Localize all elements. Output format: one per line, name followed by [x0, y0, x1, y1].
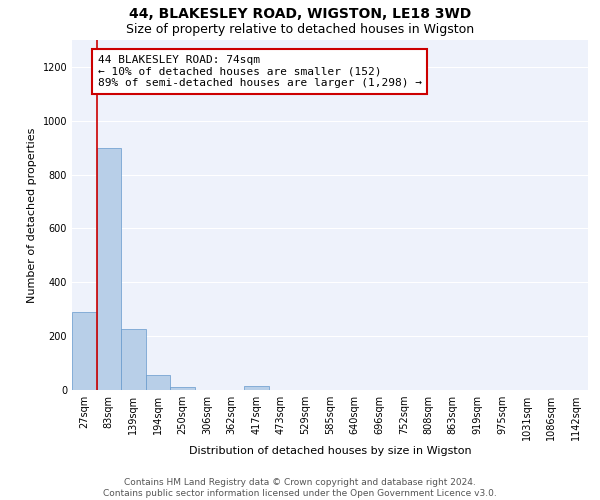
Bar	[97, 148, 121, 390]
Text: Contains HM Land Registry data © Crown copyright and database right 2024.
Contai: Contains HM Land Registry data © Crown c…	[103, 478, 497, 498]
Text: Size of property relative to detached houses in Wigston: Size of property relative to detached ho…	[126, 22, 474, 36]
Text: 44 BLAKESLEY ROAD: 74sqm
← 10% of detached houses are smaller (152)
89% of semi-: 44 BLAKESLEY ROAD: 74sqm ← 10% of detach…	[98, 55, 422, 88]
Text: 44, BLAKESLEY ROAD, WIGSTON, LE18 3WD: 44, BLAKESLEY ROAD, WIGSTON, LE18 3WD	[129, 8, 471, 22]
Bar	[121, 330, 146, 390]
Y-axis label: Number of detached properties: Number of detached properties	[27, 128, 37, 302]
Bar	[244, 386, 269, 390]
Bar	[146, 375, 170, 390]
X-axis label: Distribution of detached houses by size in Wigston: Distribution of detached houses by size …	[188, 446, 472, 456]
Bar	[72, 312, 97, 390]
Bar	[170, 387, 195, 390]
